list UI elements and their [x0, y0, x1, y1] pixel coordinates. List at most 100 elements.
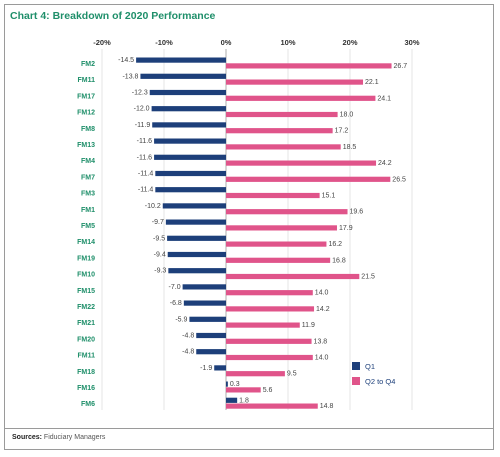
q1-data-label: -12.0 [134, 106, 150, 113]
q2-q4-bar [226, 241, 327, 247]
q2-q4-data-label: 14.2 [316, 306, 330, 313]
q2-q4-data-label: 22.1 [365, 79, 379, 86]
x-tick-label: -20% [93, 38, 111, 47]
q1-bar [155, 170, 226, 177]
q1-data-label: -4.8 [182, 349, 194, 356]
q1-data-label: -11.6 [137, 138, 153, 145]
category-label: FM8 [81, 126, 95, 133]
x-tick-label: 0% [221, 38, 232, 47]
q1-data-label: -14.5 [118, 57, 134, 64]
q2-q4-bar [226, 176, 391, 182]
q2-q4-data-label: 19.6 [350, 209, 364, 216]
q1-bar [140, 73, 226, 79]
x-tick-label: -10% [155, 38, 173, 47]
q2-q4-data-label: 14.8 [320, 403, 334, 410]
q2-q4-data-label: 17.9 [339, 225, 353, 232]
category-label: FM1 [81, 207, 95, 214]
q1-bar [168, 268, 226, 274]
category-label: FM7 [81, 174, 95, 181]
source-text: Fiduciary Managers [41, 434, 106, 441]
q2-q4-bar [226, 209, 348, 215]
q1-data-label: -9.5 [153, 235, 165, 242]
category-label: FM11 [77, 353, 95, 360]
q1-bar [154, 138, 226, 144]
q1-data-label: -11.6 [137, 154, 153, 161]
category-label: FM4 [81, 158, 95, 165]
q2-q4-data-label: 24.1 [377, 95, 391, 102]
category-label: FM11 [77, 77, 95, 84]
q1-bar [149, 89, 226, 96]
q1-bar [152, 122, 226, 128]
q1-bar [155, 187, 226, 193]
category-label: FM14 [77, 239, 95, 246]
q2-q4-data-label: 16.8 [332, 257, 346, 264]
q1-bar [154, 154, 226, 160]
category-label: FM20 [77, 336, 95, 343]
q2-q4-data-label: 18.5 [343, 144, 357, 151]
q1-data-label: -9.4 [154, 252, 166, 259]
q1-data-label: -4.8 [182, 333, 194, 340]
category-label: FM22 [77, 304, 95, 311]
category-label: FM21 [77, 320, 95, 327]
category-label: FM5 [81, 223, 95, 230]
q2-q4-data-label: 26.5 [392, 176, 406, 183]
source-note: Sources: Fiduciary Managers [12, 434, 105, 441]
chart-title: Chart 4: Breakdown of 2020 Performance [10, 10, 216, 22]
q2-q4-data-label: 14.0 [315, 355, 329, 362]
q2-q4-bar [226, 273, 360, 280]
q2-q4-data-label: 9.5 [287, 371, 297, 378]
q2-q4-data-label: 24.2 [378, 160, 392, 167]
q1-data-label: -10.2 [145, 203, 161, 210]
q1-data-label: -12.3 [132, 90, 148, 97]
q2-q4-data-label: 15.1 [322, 193, 336, 200]
q1-data-label: -5.9 [175, 316, 187, 323]
q1-data-label: -13.8 [122, 73, 138, 80]
q1-data-label: -9.3 [154, 268, 166, 275]
q1-bar [162, 203, 226, 209]
q2-q4-bar [226, 144, 341, 150]
q2-q4-bar [226, 225, 337, 231]
category-label: FM13 [77, 142, 95, 149]
q2-q4-bar [226, 403, 318, 409]
q1-bar [196, 332, 226, 339]
q2-q4-bar [226, 338, 312, 344]
q1-data-label: -11.9 [135, 122, 151, 129]
q2-q4-bar [226, 160, 377, 166]
category-label: FM10 [77, 272, 95, 279]
q1-data-label: -6.8 [170, 300, 182, 307]
category-label: FM6 [81, 401, 95, 408]
q2-q4-data-label: 13.8 [314, 338, 328, 345]
q1-data-label: -9.7 [152, 219, 164, 226]
source-divider [4, 428, 494, 429]
q2-q4-bar [226, 371, 285, 377]
q2-q4-bar [226, 79, 364, 85]
q2-q4-data-label: 5.6 [263, 387, 273, 394]
q2-q4-bar [226, 306, 315, 312]
q2-q4-data-label: 26.7 [394, 63, 408, 70]
q2-q4-bar [226, 322, 300, 328]
x-tick-label: 20% [342, 38, 357, 47]
q2-q4-data-label: 14.0 [315, 290, 329, 297]
q2-q4-bar [226, 257, 331, 263]
q2-q4-bar [226, 63, 392, 69]
q1-bar [189, 316, 226, 322]
legend-swatch-q1 [352, 362, 360, 370]
q1-bar [167, 235, 226, 241]
q2-q4-bar [226, 354, 313, 361]
category-label: FM15 [77, 288, 95, 295]
category-label: FM12 [77, 110, 95, 117]
category-label: FM2 [81, 61, 95, 68]
q2-q4-data-label: 18.0 [340, 112, 354, 119]
q1-data-label: -11.4 [138, 171, 154, 178]
q2-q4-data-label: 11.9 [302, 322, 315, 329]
q1-bar [182, 284, 226, 290]
q2-q4-bar [226, 95, 376, 101]
q1-data-label: -11.4 [138, 187, 154, 194]
q2-q4-bar [226, 387, 261, 393]
source-prefix: Sources: [12, 434, 42, 441]
q1-bar [151, 106, 226, 112]
q2-q4-data-label: 17.2 [335, 128, 349, 135]
category-label: FM19 [77, 255, 95, 262]
q1-bar [165, 219, 226, 225]
